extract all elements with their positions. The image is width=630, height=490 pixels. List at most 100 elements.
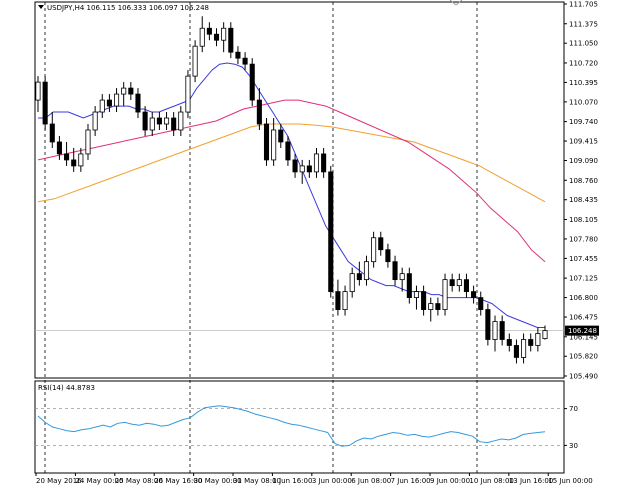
rsi-axis: 70 30 xyxy=(564,405,578,450)
candle-body xyxy=(385,249,391,263)
time-tick-label: 7 Jun 16:00 xyxy=(391,477,431,485)
candle-body xyxy=(371,237,377,263)
candle-body xyxy=(299,165,305,173)
candle-body xyxy=(135,93,141,113)
rsi-indicator-frame xyxy=(34,380,565,474)
candle-body xyxy=(499,321,505,340)
candle-body xyxy=(242,57,248,65)
candle-body xyxy=(485,309,491,340)
candle-body xyxy=(399,273,405,281)
time-tick-label: 25 May 08:00 xyxy=(115,477,163,485)
time-tick-label: 30 May 00:00 xyxy=(194,477,242,485)
candle-body xyxy=(356,273,362,281)
candle-body xyxy=(363,261,370,281)
main-chart-frame xyxy=(34,1,565,379)
candle-body xyxy=(278,129,284,143)
price-tick-label: 105.490 xyxy=(569,373,598,381)
candle-body xyxy=(263,123,270,161)
candle-body xyxy=(335,291,341,310)
candle-body xyxy=(506,339,512,346)
candle-body xyxy=(321,153,327,173)
time-tick-label: 26 May 16:00 xyxy=(154,477,202,485)
candle-body xyxy=(121,87,127,95)
candlesticks xyxy=(35,16,548,364)
price-tick-label: 106.145 xyxy=(569,333,598,341)
candle-body xyxy=(456,279,462,287)
price-tick-label: 107.780 xyxy=(569,235,598,243)
rsi-line xyxy=(35,405,564,447)
price-tick-label: 110.395 xyxy=(569,79,598,87)
price-tick-label: 110.720 xyxy=(569,59,598,67)
ma-slow-path xyxy=(37,123,546,203)
price-tick-label: 111.050 xyxy=(569,40,598,48)
candle-body xyxy=(213,33,220,41)
chart-header: USDJPY,H4 106.115 106.333 106.097 106.24… xyxy=(47,4,209,12)
candle-body xyxy=(35,81,41,101)
current-price-box xyxy=(565,325,599,336)
rsi-tick-label: 70 xyxy=(569,405,578,413)
candle-body xyxy=(235,51,241,59)
time-tick-label: 31 May 08:00 xyxy=(233,477,281,485)
candle-body xyxy=(199,27,205,47)
candle-body xyxy=(71,159,77,167)
candle-body xyxy=(185,75,191,113)
price-tick-label: 111.375 xyxy=(569,20,598,28)
candle-body xyxy=(114,93,120,107)
candle-body xyxy=(442,279,448,310)
candle-body xyxy=(449,279,455,287)
price-axis: 111.705 111.375 111.050 110.720 110.395 110.0… xyxy=(564,1,599,381)
candle-body xyxy=(428,303,434,310)
price-tick-label: 109.740 xyxy=(569,118,598,126)
candle-body xyxy=(92,111,98,131)
candle-body xyxy=(106,99,112,107)
candle-body xyxy=(249,63,255,101)
candle-body xyxy=(78,153,84,167)
current-price-label: 106.248 xyxy=(568,327,597,335)
time-tick-label: 9 Jun 00:00 xyxy=(430,477,470,485)
price-tick-label: 110.070 xyxy=(569,98,598,106)
candle-body xyxy=(378,237,384,251)
ma-fast-line xyxy=(38,62,545,328)
scroll-marker-2 xyxy=(455,0,463,6)
candle-body xyxy=(342,291,348,310)
candle-body xyxy=(142,111,148,131)
candle-body xyxy=(392,261,398,281)
candle-body xyxy=(64,153,70,161)
candle-body xyxy=(421,291,427,310)
candle-body xyxy=(328,171,334,293)
triangle-down-icon[interactable] xyxy=(38,5,44,9)
candle-body xyxy=(128,87,134,95)
candle-body xyxy=(256,99,262,125)
ma-fast-path xyxy=(38,62,545,328)
candle-body xyxy=(478,297,484,310)
time-tick-label: 10 Jun 08:00 xyxy=(469,477,513,485)
time-tick-label: 24 May 00:00 xyxy=(75,477,123,485)
candle-body xyxy=(413,291,420,298)
rsi-label: RSI(14) 44.8783 xyxy=(38,384,95,392)
ma-mid-line xyxy=(37,99,546,263)
rsi-tick-label: 30 xyxy=(569,442,578,450)
candle-body xyxy=(192,45,198,77)
time-tick-label: 6 Jun 08:00 xyxy=(351,477,391,485)
candle-body xyxy=(171,117,177,131)
time-tick-label: 13 Jun 16:00 xyxy=(509,477,553,485)
price-tick-label: 108.760 xyxy=(569,177,598,185)
price-tick-label: 106.800 xyxy=(569,294,598,302)
ma-mid-path xyxy=(37,99,546,263)
candle-body xyxy=(163,117,170,125)
price-tick-label: 108.435 xyxy=(569,196,598,204)
candle-body xyxy=(85,129,91,155)
candle-body xyxy=(56,141,62,155)
candle-body xyxy=(178,111,184,131)
time-tick-label: 1 Jun 16:00 xyxy=(272,477,312,485)
candle-body xyxy=(313,153,320,173)
ma-slow-line xyxy=(37,123,546,203)
price-tick-label: 109.415 xyxy=(569,138,598,146)
candle-body xyxy=(349,273,355,293)
price-tick-label: 105.820 xyxy=(569,353,598,361)
candle-body xyxy=(306,165,312,173)
candle-body xyxy=(206,27,212,35)
candle-body xyxy=(271,129,277,161)
